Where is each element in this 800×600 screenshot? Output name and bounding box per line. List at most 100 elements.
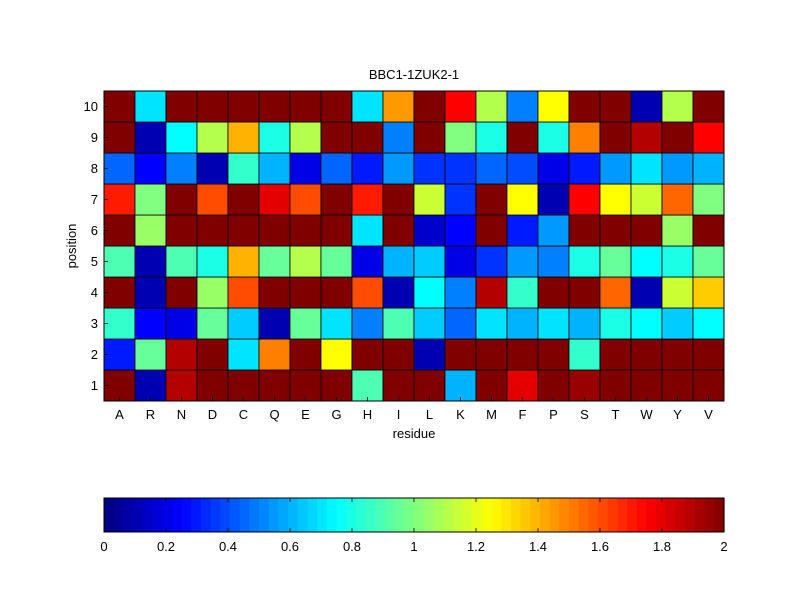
colorbar-tick-label: 1.6 <box>591 539 609 554</box>
colorbar-swatch <box>501 498 512 532</box>
heatmap-cell-W-9 <box>630 121 663 154</box>
heatmap-cell-R-2 <box>134 338 167 371</box>
colorbar-swatch <box>443 498 454 532</box>
heatmap-cell-E-2 <box>289 338 322 371</box>
colorbar-swatch <box>297 498 309 532</box>
heatmap-cell-S-9 <box>568 121 601 154</box>
colorbar-swatch <box>162 498 173 532</box>
colorbar-swatch <box>588 498 599 532</box>
x-tick-label: L <box>426 407 433 422</box>
heatmap-cell-L-7 <box>413 183 446 216</box>
colorbar-swatch <box>433 498 444 532</box>
heatmap-cell-W-7 <box>630 183 663 216</box>
heatmap-cell-S-8 <box>568 152 601 185</box>
heatmap-cell-M-1 <box>475 369 508 402</box>
x-tick-label: D <box>208 407 217 422</box>
heatmap-cell-T-6 <box>599 214 632 247</box>
colorbar-swatch <box>607 498 619 532</box>
heatmap-cell-F-7 <box>506 183 539 216</box>
heatmap-cell-M-8 <box>475 152 508 185</box>
colorbar-swatch <box>239 498 250 532</box>
heatmap-cell-P-2 <box>537 338 570 371</box>
colorbar-tick-label: 0.2 <box>157 539 175 554</box>
heatmap-cell-C-10 <box>227 90 260 123</box>
heatmap-cell-G-6 <box>320 214 353 247</box>
heatmap-cell-F-4 <box>506 276 539 309</box>
colorbar-swatch <box>375 498 386 532</box>
heatmap-cell-K-8 <box>444 152 477 185</box>
heatmap-cell-F-9 <box>506 121 539 154</box>
heatmap-cell-E-9 <box>289 121 322 154</box>
heatmap-cell-R-8 <box>134 152 167 185</box>
x-tick-label: G <box>331 407 341 422</box>
heatmap-cell-S-3 <box>568 307 601 340</box>
colorbar-tick-label: 1.2 <box>467 539 485 554</box>
heatmap-cell-M-3 <box>475 307 508 340</box>
heatmap-cell-G-2 <box>320 338 353 371</box>
heatmap-cell-Y-2 <box>661 338 694 371</box>
heatmap-cell-I-1 <box>382 369 415 402</box>
colorbar-swatch <box>229 498 241 532</box>
heatmap-cell-S-5 <box>568 245 601 278</box>
x-tick-label: I <box>397 407 401 422</box>
heatmap-cell-Y-5 <box>661 245 694 278</box>
heatmap-cell-A-1 <box>103 369 136 402</box>
heatmap-cell-D-8 <box>196 152 229 185</box>
y-tick-label: 8 <box>91 161 98 176</box>
heatmap-cell-G-5 <box>320 245 353 278</box>
heatmap-cell-N-6 <box>165 214 198 247</box>
heatmap-cell-E-8 <box>289 152 322 185</box>
heatmap-cell-S-2 <box>568 338 601 371</box>
y-tick-label: 7 <box>91 192 98 207</box>
colorbar-tick-label: 2 <box>720 539 727 554</box>
heatmap-cell-G-4 <box>320 276 353 309</box>
heatmap-cell-C-4 <box>227 276 260 309</box>
colorbar-swatch <box>694 498 706 532</box>
heatmap-cell-R-1 <box>134 369 167 402</box>
heatmap-cell-Q-1 <box>258 369 291 402</box>
heatmap-cell-V-9 <box>692 121 725 154</box>
heatmap-cell-R-3 <box>134 307 167 340</box>
heatmap-cell-F-3 <box>506 307 539 340</box>
colorbar-swatch <box>685 498 696 532</box>
heatmap-cell-C-9 <box>227 121 260 154</box>
heatmap-cell-T-4 <box>599 276 632 309</box>
colorbar-swatch <box>627 498 638 532</box>
heatmap-cell-N-4 <box>165 276 198 309</box>
heatmap-cell-V-1 <box>692 369 725 402</box>
heatmap-cell-K-10 <box>444 90 477 123</box>
colorbar-swatch <box>210 498 221 532</box>
heatmap-cell-I-6 <box>382 214 415 247</box>
heatmap-cell-R-10 <box>134 90 167 123</box>
heatmap-cell-W-4 <box>630 276 663 309</box>
heatmap-cell-F-5 <box>506 245 539 278</box>
heatmap-cell-C-5 <box>227 245 260 278</box>
colorbar-swatch <box>152 498 163 532</box>
heatmap-cell-W-8 <box>630 152 663 185</box>
heatmap-cell-C-1 <box>227 369 260 402</box>
heatmap-cell-V-7 <box>692 183 725 216</box>
colorbar-tick-label: 0 <box>100 539 107 554</box>
heatmap-cell-S-7 <box>568 183 601 216</box>
heatmap-cell-P-5 <box>537 245 570 278</box>
x-tick-label: M <box>486 407 497 422</box>
heatmap-cell-Q-2 <box>258 338 291 371</box>
heatmap-cell-H-2 <box>351 338 384 371</box>
colorbar-swatch <box>714 498 725 532</box>
heatmap-cell-R-6 <box>134 214 167 247</box>
heatmap-cell-R-5 <box>134 245 167 278</box>
heatmap-cell-G-8 <box>320 152 353 185</box>
colorbar-swatch <box>598 498 609 532</box>
plot-frame <box>103 90 725 402</box>
colorbar-swatch <box>578 498 589 532</box>
x-tick-label: R <box>146 407 155 422</box>
colorbar-swatch <box>142 498 154 532</box>
heatmap-cell-A-2 <box>103 338 136 371</box>
heatmap-cell-G-9 <box>320 121 353 154</box>
heatmap-cell-K-2 <box>444 338 477 371</box>
heatmap-cell-D-7 <box>196 183 229 216</box>
colorbar-swatch <box>307 498 318 532</box>
heatmap-cell-C-2 <box>227 338 260 371</box>
